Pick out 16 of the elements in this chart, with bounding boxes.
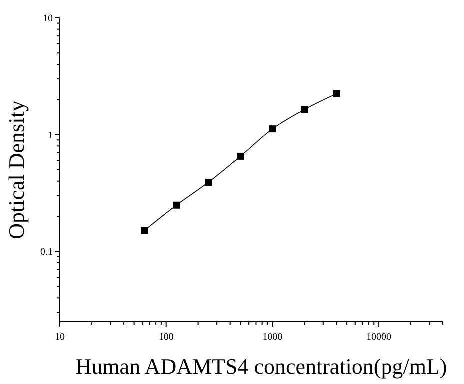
- x-axis-title: Human ADAMTS4 concentration(pg/mL): [76, 354, 448, 379]
- y-tick-label: 0.1: [40, 247, 53, 258]
- x-tick-label: 10: [55, 332, 65, 343]
- x-tick-label: 1000: [262, 332, 283, 343]
- y-axis-title: Optical Density: [4, 100, 29, 240]
- y-tick-label: 1: [48, 130, 53, 142]
- point: [141, 227, 148, 234]
- x-tick-label: 100: [158, 332, 174, 343]
- point: [173, 202, 180, 209]
- point: [205, 178, 212, 186]
- y-tick-label: 10: [43, 14, 53, 24]
- point: [301, 106, 308, 114]
- x-tick-label: 10000: [366, 332, 392, 343]
- point: [269, 126, 276, 133]
- point: [237, 152, 244, 160]
- point: [333, 90, 340, 98]
